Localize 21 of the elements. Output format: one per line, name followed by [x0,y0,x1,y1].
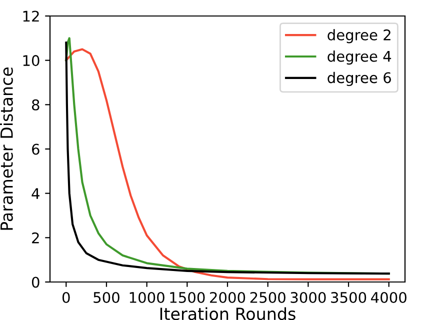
y-tick-label: 12 [23,10,39,22]
x-tick-label: 500 [94,292,120,304]
x-tick-label: 1500 [170,292,205,304]
x-axis-title: Iteration Rounds [160,307,296,320]
legend-label: degree 2 [328,29,390,44]
y-tick-label: 10 [23,55,40,66]
x-tick-label: 3000 [290,292,326,304]
legend-label: degree 4 [328,50,392,65]
y-tick-label: 0 [32,276,40,288]
x-tick-label: 2000 [210,292,246,304]
y-tick-label: 8 [32,99,40,110]
x-tick-label: 3500 [331,292,366,304]
y-tick-label: 6 [32,144,40,155]
legend-label: degree 6 [328,72,391,86]
x-tick-label: 1000 [130,292,164,304]
y-tick-label: 4 [32,188,40,199]
x-tick-label: 2500 [250,292,286,304]
y-axis-title: Parameter Distance [0,67,13,230]
y-tick-label: 2 [32,232,39,244]
x-tick-label: 4000 [371,292,406,304]
x-tick-label: 0 [62,292,70,304]
